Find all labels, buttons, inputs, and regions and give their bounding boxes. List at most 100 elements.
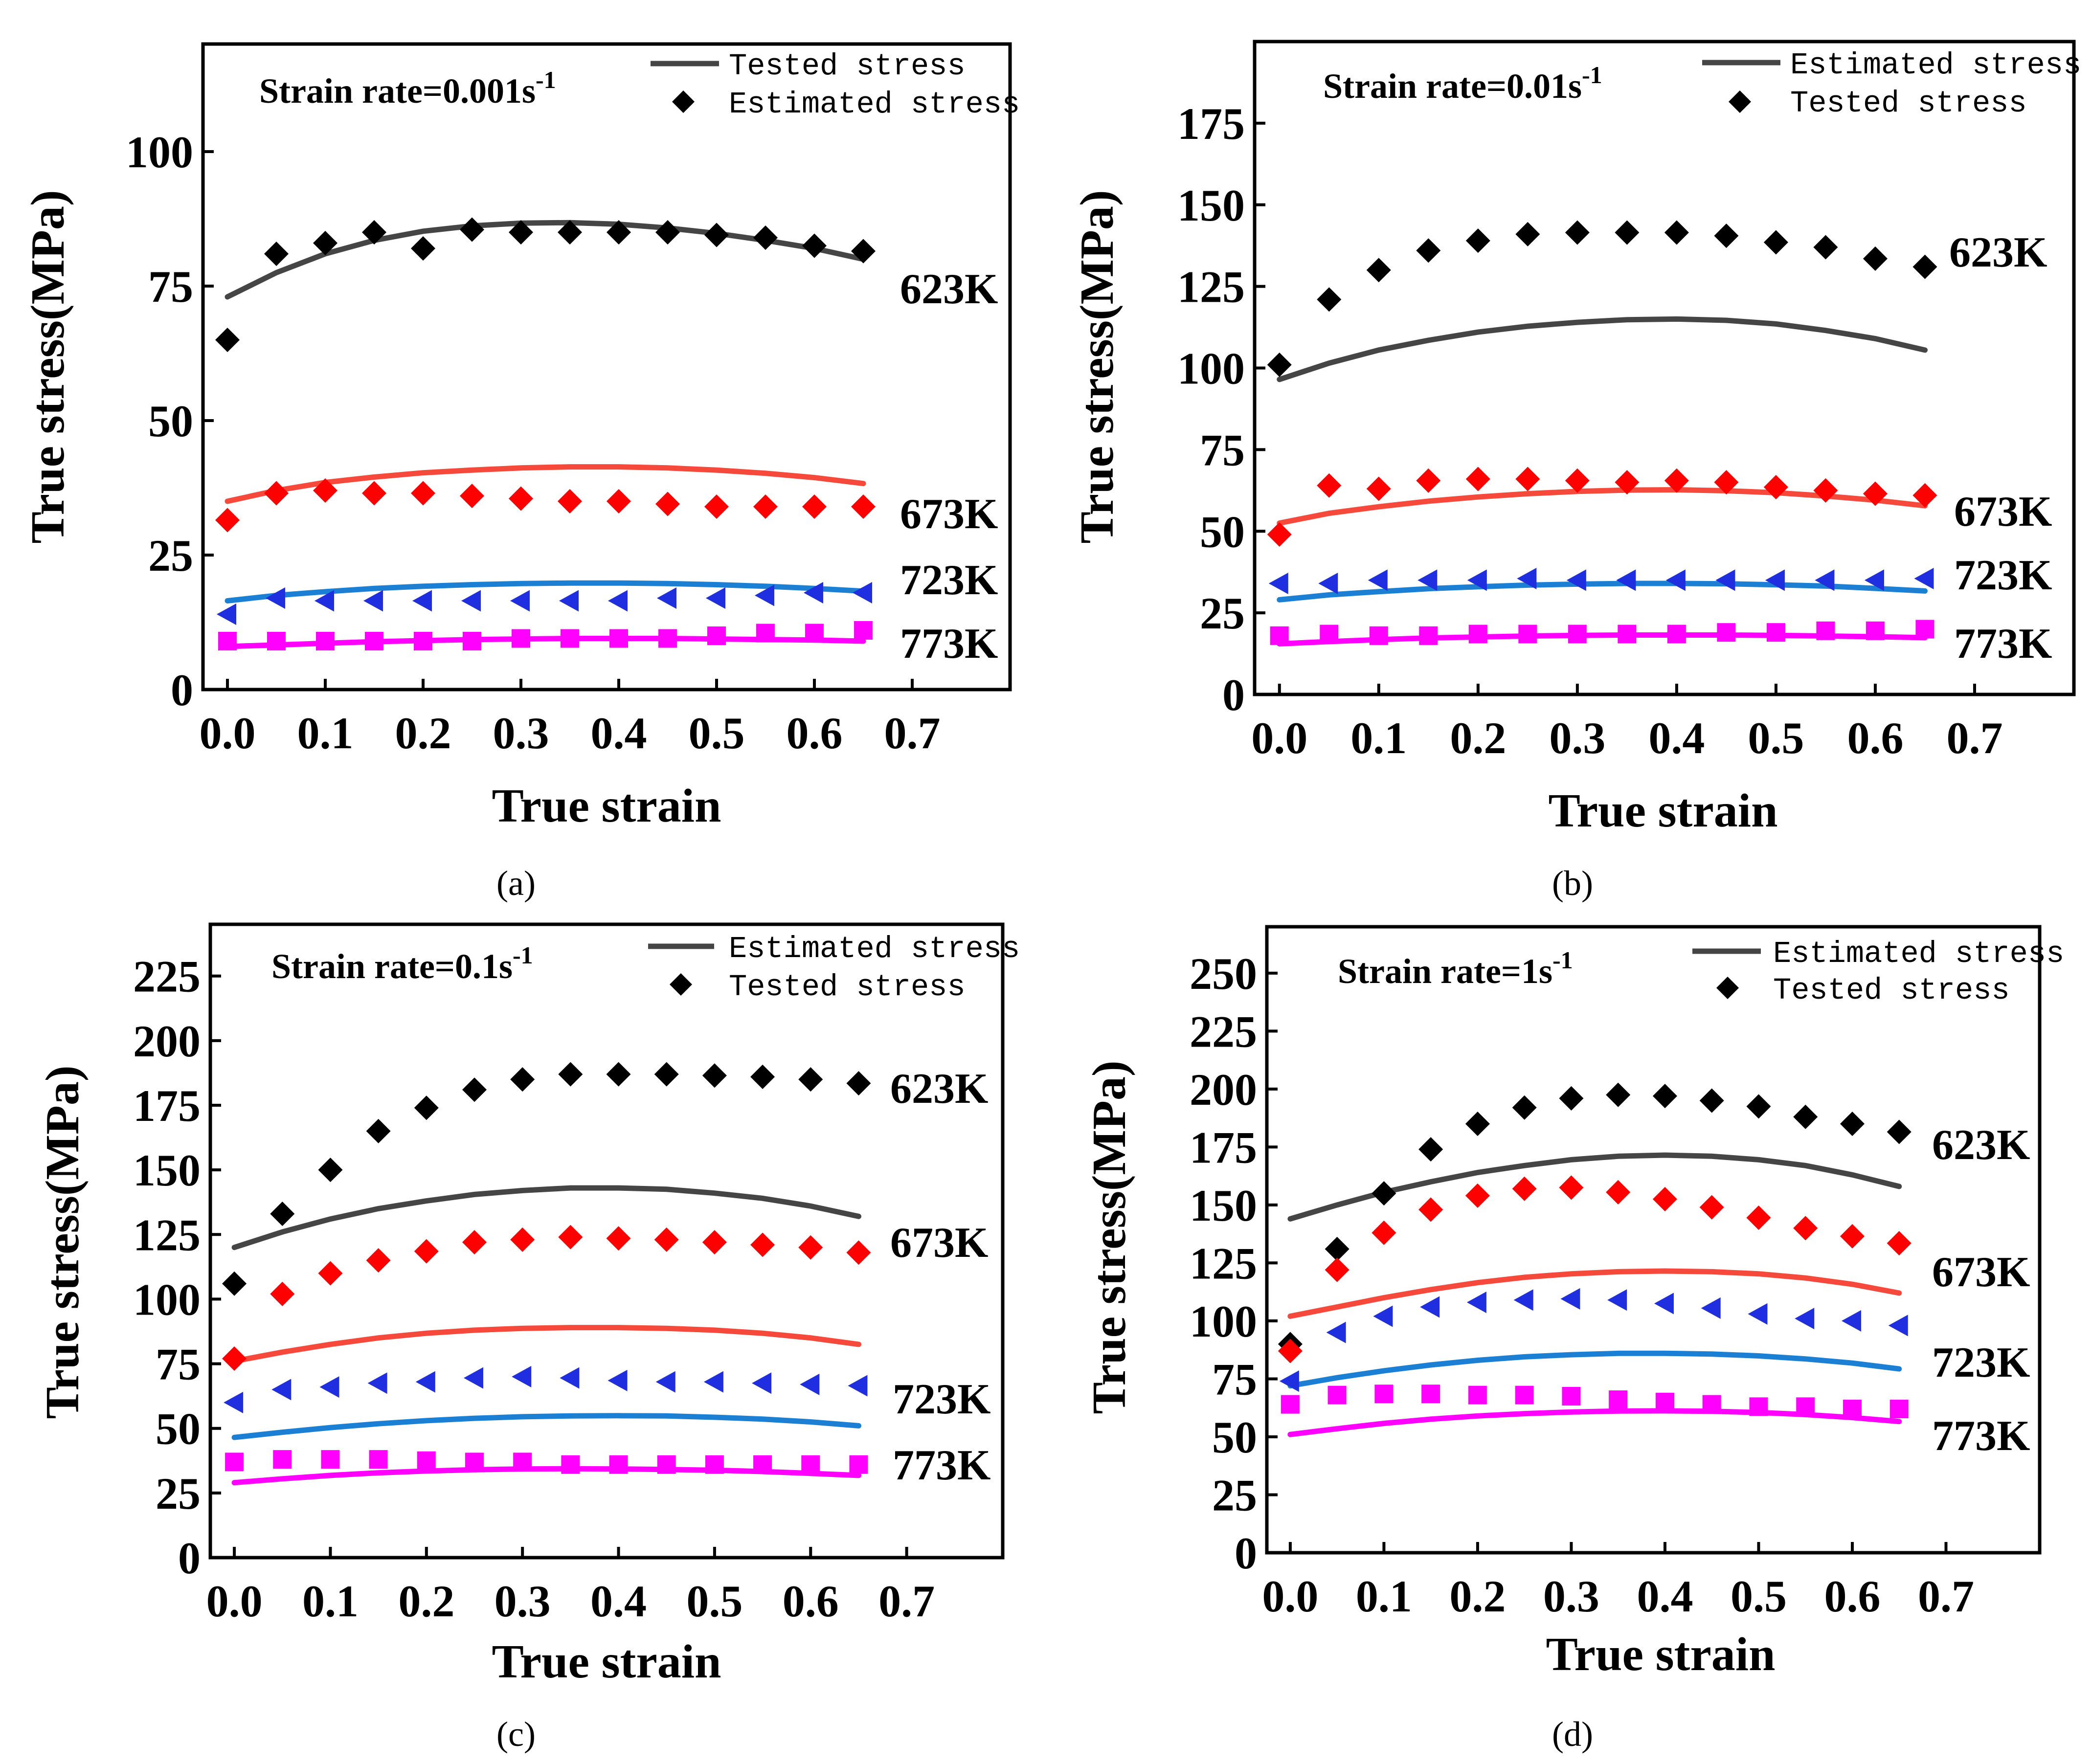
legend-marker-label: Tested stress <box>1773 973 2010 1008</box>
x-tick-label: 0.1 <box>302 1576 359 1626</box>
x-tick-label: 0.7 <box>884 708 941 758</box>
data-point-623K <box>1512 1095 1537 1120</box>
data-point-673K <box>1512 1176 1537 1201</box>
data-point-773K <box>801 1455 820 1474</box>
data-point-773K <box>225 1452 244 1472</box>
data-point-673K <box>1793 1216 1818 1241</box>
data-point-773K <box>609 1455 628 1474</box>
x-tick-label: 0.3 <box>1549 713 1605 763</box>
data-point-623K <box>1325 1236 1350 1261</box>
panel-a: True stress(MPa) True strain Strain rate… <box>22 42 1020 903</box>
data-point-623K <box>851 239 876 264</box>
data-point-673K <box>1746 1205 1771 1230</box>
data-point-673K <box>1863 481 1888 506</box>
data-point-673K <box>798 1235 823 1260</box>
panel-caption: (b) <box>1552 864 1593 903</box>
data-point-723K <box>1914 568 1934 590</box>
series-curve-723K <box>231 1413 861 1440</box>
data-point-623K <box>1465 1111 1490 1136</box>
temp-label: 673K <box>1954 488 2052 536</box>
data-point-673K <box>460 484 484 508</box>
data-point-723K <box>657 587 676 609</box>
data-point-723K <box>706 587 725 609</box>
y-tick-label: 150 <box>1190 1181 1257 1230</box>
legend-marker-sample <box>670 973 692 996</box>
data-point-623K <box>1840 1111 1865 1136</box>
data-point-623K <box>1418 1137 1443 1162</box>
y-tick-label: 100 <box>133 1274 201 1324</box>
data-point-623K <box>702 1063 727 1088</box>
data-point-723K <box>1467 569 1487 591</box>
data-point-673K <box>1699 1195 1724 1220</box>
panel-c: True stress(MPa) True strain Strain rate… <box>36 922 1020 1754</box>
data-point-623K <box>1606 1082 1631 1107</box>
data-point-773K <box>1562 1387 1581 1406</box>
y-tick-label: 75 <box>1212 1354 1257 1404</box>
panel-caption: (a) <box>496 864 536 903</box>
data-point-773K <box>1468 1385 1487 1405</box>
data-point-723K <box>1513 1289 1533 1311</box>
data-point-623K <box>264 242 289 266</box>
data-point-723K <box>1466 1292 1486 1313</box>
x-tick-label: 0.3 <box>1543 1571 1599 1621</box>
data-point-673K <box>1418 1197 1443 1222</box>
data-point-623K <box>1699 1088 1724 1113</box>
panel-caption: (d) <box>1552 1715 1593 1754</box>
data-point-623K <box>509 220 533 245</box>
series-curve-723K <box>1287 1350 1902 1389</box>
temp-label: 623K <box>1949 229 2047 276</box>
data-point-723K <box>512 1366 532 1387</box>
x-tick-label: 0.0 <box>206 1576 263 1626</box>
data-point-623K <box>1559 1086 1584 1111</box>
data-point-723K <box>1607 1289 1627 1311</box>
data-point-723K <box>752 1372 772 1394</box>
data-point-723K <box>655 1371 675 1393</box>
data-point-623K <box>414 1095 439 1120</box>
data-point-673K <box>846 1240 871 1265</box>
x-tick-label: 0.2 <box>398 1576 454 1626</box>
data-point-723K <box>853 582 872 603</box>
x-tick-label: 0.4 <box>1637 1571 1693 1621</box>
legend-marker-sample <box>672 90 695 113</box>
data-point-723K <box>1616 569 1636 591</box>
data-point-623K <box>846 1071 871 1096</box>
data-point-623K <box>222 1271 247 1296</box>
x-tick-label: 0.4 <box>590 1576 647 1626</box>
data-point-623K <box>1515 222 1540 246</box>
data-point-773K <box>854 621 873 640</box>
data-point-773K <box>1866 621 1885 640</box>
data-point-673K <box>1515 467 1540 491</box>
data-point-723K <box>266 587 285 609</box>
series-curve-673K <box>225 464 866 504</box>
data-point-773K <box>756 624 775 643</box>
data-point-673K <box>851 494 876 519</box>
y-tick-label: 25 <box>1200 588 1245 638</box>
legend-marker-label: Estimated stress <box>729 87 1020 122</box>
y-tick-label: 200 <box>133 1016 201 1066</box>
data-point-673K <box>750 1232 775 1257</box>
data-point-673K <box>411 481 435 506</box>
data-point-723K <box>461 590 481 612</box>
data-point-723K <box>271 1379 292 1401</box>
data-point-723K <box>703 1371 723 1393</box>
data-point-773K <box>1518 625 1537 644</box>
data-point-673K <box>704 494 729 519</box>
x-tick-label: 0.5 <box>686 1576 742 1626</box>
data-point-623K <box>1372 1181 1396 1206</box>
data-point-623K <box>753 225 778 250</box>
series-curve-623K <box>231 1185 861 1250</box>
data-point-773K <box>1468 625 1487 644</box>
data-point-773K <box>1369 626 1388 645</box>
data-point-623K <box>1746 1094 1771 1119</box>
data-point-623K <box>1714 223 1739 248</box>
data-point-723K <box>800 1373 820 1395</box>
data-point-673K <box>264 481 289 506</box>
data-point-773K <box>463 632 481 650</box>
strain-rate-title: Strain rate=1s-1 <box>1338 946 1573 991</box>
data-point-623K <box>654 1062 679 1087</box>
y-tick-label: 50 <box>148 396 193 446</box>
panel-d: True stress(MPa) True strain Strain rate… <box>1083 925 2064 1754</box>
data-point-723K <box>363 590 383 612</box>
x-tick-label: 0.6 <box>1847 713 1903 763</box>
